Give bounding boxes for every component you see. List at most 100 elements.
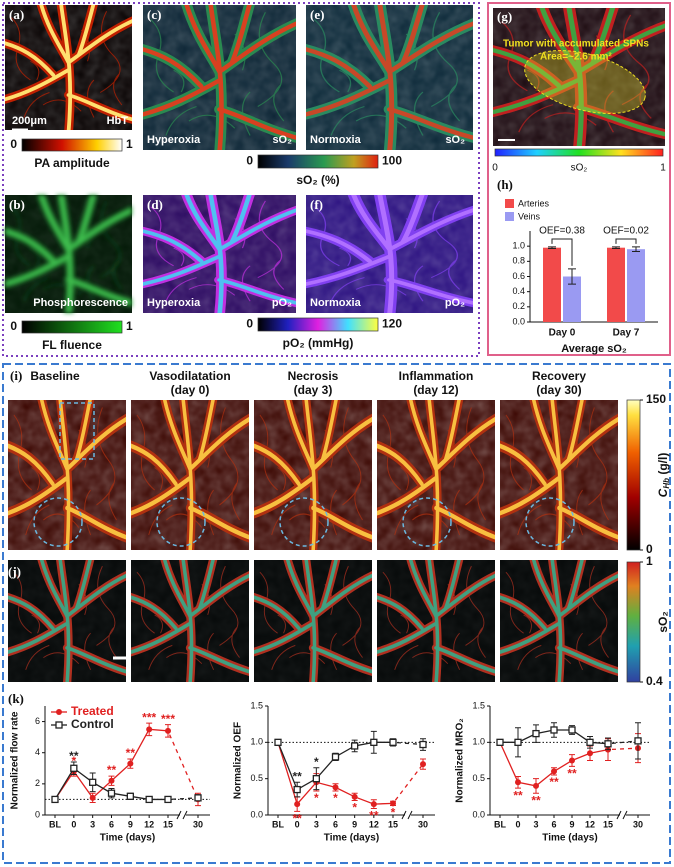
colorbar bbox=[21, 138, 123, 152]
channel-label: pO₂ bbox=[272, 297, 292, 309]
marker bbox=[351, 742, 359, 750]
legend-label: Arteries bbox=[518, 198, 550, 208]
marker bbox=[586, 738, 594, 746]
line bbox=[277, 742, 424, 806]
error-bar bbox=[568, 268, 576, 285]
channel-label: HbT bbox=[107, 115, 129, 127]
axis-break bbox=[176, 810, 188, 820]
stage-title: (day 3) bbox=[294, 383, 333, 397]
stage-title: (day 12) bbox=[413, 383, 458, 397]
colorbar bbox=[21, 320, 123, 334]
x-tick-label: BL bbox=[494, 819, 506, 829]
y-axis-label: Normalized OEF bbox=[233, 722, 244, 799]
marker bbox=[293, 785, 301, 794]
x-tick-label: 0 bbox=[71, 819, 76, 829]
bracket bbox=[551, 238, 573, 266]
channel-label: Phosphorescence bbox=[33, 297, 128, 309]
panel-label: (a) bbox=[9, 7, 24, 22]
legend-swatch bbox=[505, 212, 514, 221]
marker bbox=[51, 795, 59, 804]
stage-title: Baseline bbox=[30, 369, 80, 383]
axis-break bbox=[616, 810, 628, 820]
colorbar-tick-label: 0 bbox=[246, 317, 253, 331]
colorbar-label: CHb (g/l) bbox=[656, 453, 671, 498]
significance-label: *** bbox=[142, 710, 156, 724]
x-tick-label: 9 bbox=[569, 819, 574, 829]
bracket bbox=[615, 238, 637, 244]
x-tick-label: 30 bbox=[193, 819, 203, 829]
panel-label: (i) bbox=[10, 368, 22, 383]
significance-label: ** bbox=[107, 763, 117, 777]
colorbar-label: sO₂ bbox=[656, 611, 670, 632]
y-tick-label: 1.5 bbox=[250, 700, 263, 710]
legend-swatch bbox=[505, 199, 514, 208]
colorbar-label: sO₂ (%) bbox=[296, 173, 339, 187]
group-border bbox=[2, 2, 480, 357]
stage-title: (day 0) bbox=[171, 383, 210, 397]
images bbox=[5, 5, 665, 682]
colorbar-tick-label: 0 bbox=[646, 542, 653, 556]
colorbar-tick-label: 1 bbox=[646, 554, 653, 568]
marker bbox=[420, 761, 426, 768]
y-tick-label: 2 bbox=[35, 778, 40, 788]
legend-marker bbox=[56, 709, 62, 715]
panel-label: (f) bbox=[310, 197, 323, 212]
annotation: Tumor with accumulated SPNs bbox=[503, 39, 649, 50]
line bbox=[54, 767, 199, 801]
annotation: Area=~2.6 mm² bbox=[540, 52, 612, 63]
significance-label: ** bbox=[369, 809, 379, 823]
region-outline bbox=[59, 402, 95, 460]
x-tick-label: 30 bbox=[633, 819, 643, 829]
x-tick-label: Day 7 bbox=[613, 328, 640, 339]
significance-label: ** bbox=[126, 746, 136, 760]
region-outline bbox=[402, 497, 452, 547]
y-tick-label: 1.0 bbox=[472, 737, 485, 747]
marker bbox=[145, 795, 153, 804]
line bbox=[499, 742, 639, 787]
region-outline bbox=[525, 497, 575, 547]
y-tick-label: 0.4 bbox=[512, 286, 525, 296]
panel-label: (h) bbox=[497, 177, 513, 192]
region-outline bbox=[156, 497, 206, 547]
colorbar-tick-label: 0 bbox=[10, 137, 17, 151]
stage-title: Vasodilatation bbox=[149, 369, 230, 383]
bar bbox=[563, 276, 581, 322]
significance-label: ** bbox=[69, 749, 79, 763]
line bbox=[54, 728, 199, 800]
significance-label: ** bbox=[531, 793, 541, 807]
marker bbox=[569, 757, 575, 764]
stage-title: Recovery bbox=[532, 369, 586, 383]
error-bar bbox=[632, 246, 640, 252]
marker bbox=[389, 738, 397, 746]
channel-label: pO₂ bbox=[445, 297, 465, 309]
marker bbox=[194, 794, 202, 802]
panel-label: (c) bbox=[147, 7, 161, 22]
condition-label: Normoxia bbox=[310, 134, 362, 146]
marker bbox=[107, 789, 116, 797]
colorbar-label: pO₂ (mmHg) bbox=[283, 336, 354, 350]
panel-label: (b) bbox=[9, 197, 25, 212]
marker bbox=[550, 726, 558, 734]
x-tick-label: 30 bbox=[418, 819, 428, 829]
x-tick-label: 0 bbox=[515, 819, 520, 829]
x-tick-label: 3 bbox=[533, 819, 538, 829]
error-bar bbox=[548, 246, 556, 249]
x-tick-label: 3 bbox=[90, 819, 95, 829]
x-axis-label: Time (days) bbox=[324, 833, 379, 844]
x-axis-label: Time (days) bbox=[542, 833, 597, 844]
condition-label: Normoxia bbox=[310, 297, 362, 309]
marker bbox=[568, 726, 576, 734]
y-axis-label: Normalized flow rate bbox=[10, 711, 21, 809]
marker bbox=[419, 740, 427, 749]
colorbar bbox=[257, 154, 379, 169]
marker bbox=[89, 794, 96, 801]
marker bbox=[108, 777, 115, 784]
marker bbox=[89, 778, 97, 786]
colorbar bbox=[626, 399, 641, 551]
significance-label: * bbox=[314, 791, 319, 805]
error-bar bbox=[612, 246, 620, 249]
marker bbox=[532, 729, 540, 738]
x-tick-label: 15 bbox=[163, 819, 173, 829]
panel-label: (j) bbox=[8, 564, 21, 579]
colorbar bbox=[257, 317, 379, 332]
